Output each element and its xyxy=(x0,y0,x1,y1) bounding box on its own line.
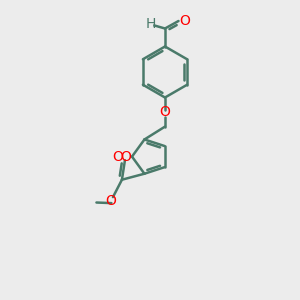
Text: O: O xyxy=(105,194,116,208)
Text: O: O xyxy=(160,106,170,119)
Text: O: O xyxy=(180,14,190,28)
Text: O: O xyxy=(112,150,123,164)
Text: O: O xyxy=(120,150,131,164)
Text: H: H xyxy=(146,17,156,31)
